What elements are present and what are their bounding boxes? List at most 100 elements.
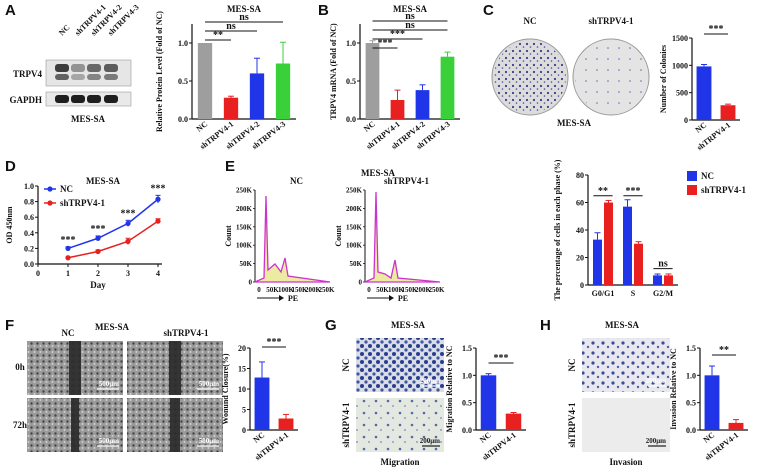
- wound-f-row-72h: 72h: [13, 420, 27, 430]
- wound-f-col-sh: shTRPV4-1: [163, 328, 209, 338]
- blot-a-header: MES-SA: [71, 114, 106, 124]
- chart-e-sig-label: ***: [626, 186, 641, 197]
- chart-d-ytick-label: 0.2: [24, 244, 34, 253]
- blot-a-gapdh-band: [71, 95, 85, 103]
- chart-d-ytick-label: 1.0: [24, 182, 34, 191]
- chart-e-legend-label: shTRPV4-1: [701, 185, 747, 195]
- chart-f-ytick-label: 5: [242, 406, 246, 415]
- chart-d-ytick-label: 0.6: [24, 213, 34, 222]
- wound-f-scale-label: 500μm: [199, 437, 219, 445]
- chart-g-sig-label: ***: [494, 353, 509, 364]
- hist-e-sh-arrow-head: [389, 295, 394, 301]
- panel-letter-h: H: [540, 317, 551, 334]
- chart-a-ytick-label: 0.0: [178, 115, 188, 124]
- chart-e-xtick-label: G2/M: [653, 289, 673, 298]
- chart-b-bar: [365, 43, 380, 119]
- blot-a-trpv4-band: [104, 64, 118, 72]
- chart-e-legend-swatch: [687, 171, 697, 181]
- chart-a-xtick-label: NC: [195, 119, 210, 133]
- panel-letter-g: G: [325, 317, 337, 334]
- hist-e-sh-xlabel: PE: [398, 294, 408, 303]
- chart-b-ytick-label: 0.5: [346, 77, 356, 86]
- chart-h-ylabel: Invasion Relative to NC: [669, 348, 678, 430]
- hist-e-sh-xtick-label: 0: [367, 286, 371, 294]
- blot-a-trpv4-band: [104, 74, 118, 80]
- chart-b-sig-label: ***: [378, 38, 393, 49]
- plate-c-sh-colonies: [575, 41, 647, 113]
- plate-c-nc-colonies: [494, 41, 566, 113]
- panel-letter-b: B: [318, 2, 329, 19]
- chart-b-title: MES-SA: [393, 4, 428, 14]
- migration-g-header: MES-SA: [391, 320, 426, 330]
- chart-a-ytick-label: 0.5: [178, 77, 188, 86]
- chart-e-ytick-label: 80: [576, 171, 584, 180]
- chart-d-ytick-label: 0.0: [24, 260, 34, 269]
- wound-f-gap-sh-0h: [169, 341, 181, 395]
- plate-c-label-nc: NC: [524, 16, 537, 26]
- chart-h-ytick-label: 0.0: [686, 426, 696, 435]
- chart-b-sig-label: ns: [405, 20, 415, 31]
- hist-e-nc-xtick-label: 200K: [305, 286, 322, 294]
- chart-d-ylabel: OD 450nm: [5, 206, 14, 243]
- migration-g-image-sh: [356, 398, 444, 452]
- invasion-h-row-nc: NC: [567, 359, 577, 372]
- chart-e-bar: [604, 202, 613, 285]
- chart-e-ytick-label: 0: [580, 281, 584, 290]
- plate-c-label-sh: shTRPV4-1: [588, 16, 634, 26]
- chart-d-xtick-label: 2: [96, 269, 100, 278]
- chart-c-ytick-label: 1500: [672, 34, 688, 43]
- chart-d-point: [125, 220, 131, 227]
- chart-e-xtick-label: S: [631, 289, 636, 298]
- chart-d-sig-label: ***: [91, 224, 106, 235]
- chart-g-xtick-label: NC: [478, 430, 493, 444]
- panel-letter-d: D: [5, 158, 16, 175]
- chart-h-ytick-label: 0.5: [686, 399, 696, 408]
- hist-e-nc-xlabel: PE: [288, 294, 298, 303]
- chart-b-sig-label: ns: [405, 11, 415, 22]
- chart-d-ytick-label: 0.4: [24, 229, 34, 238]
- hist-e-sh-xtick-label: 100K: [388, 286, 405, 294]
- plate-c-caption: MES-SA: [557, 118, 592, 128]
- chart-g-bar: [505, 413, 522, 430]
- chart-g-ytick-label: 0.0: [462, 426, 472, 435]
- chart-d-sig-label: ***: [121, 208, 136, 219]
- hist-e-sh-ylabel: Count: [334, 225, 343, 247]
- chart-h-ytick-label: 1.0: [686, 371, 696, 380]
- chart-f-bar: [278, 418, 294, 430]
- wound-f-gap-nc-72h: [71, 398, 79, 452]
- hist-e-header: MES-SA: [361, 168, 396, 178]
- blot-a-gapdh-band: [87, 95, 101, 103]
- hist-e-nc-ytick-label: 200K: [236, 205, 253, 213]
- chart-d-xtick-label: 4: [156, 269, 160, 278]
- chart-c-bar: [696, 66, 712, 120]
- chart-c-sig-label: ***: [709, 24, 724, 35]
- chart-c-ytick-label: 0: [684, 116, 688, 125]
- wound-f-scale-label: 500μm: [99, 380, 119, 388]
- hist-e-nc-title: NC: [290, 176, 303, 186]
- hist-e-sh-ytick-label: 100K: [346, 242, 363, 250]
- blot-a-trpv4-band: [55, 64, 69, 72]
- hist-e-sh-ytick-label: 50K: [350, 260, 363, 268]
- chart-d-point: [155, 218, 161, 224]
- blot-a-lane-label: NC: [57, 23, 72, 38]
- chart-d-sig-label: ***: [151, 183, 166, 194]
- chart-b-ylabel: TRPV4 mRNA (Fold of NC): [329, 23, 338, 120]
- chart-d-xtick-label: 3: [126, 269, 130, 278]
- chart-b-ytick-label: 1.0: [346, 39, 356, 48]
- chart-h-bar: [728, 422, 744, 430]
- blot-a-trpv4-membrane: [45, 59, 132, 87]
- blot-a-trpv4-band: [71, 64, 85, 72]
- chart-e-legend-label: NC: [701, 171, 714, 181]
- chart-f-sig-label: ***: [267, 337, 282, 348]
- chart-a-sig-label: ns: [226, 21, 236, 32]
- hist-e-sh-ytick-label: 150K: [346, 223, 363, 231]
- hist-e-nc-ytick-label: 150K: [236, 223, 253, 231]
- chart-a-ylabel: Relative Protein Level (Fold of NC): [155, 11, 164, 132]
- chart-h-ytick-label: 1.5: [686, 344, 696, 353]
- chart-d-sig-label: ***: [61, 235, 76, 246]
- chart-d-point: [95, 248, 101, 255]
- chart-c-bar: [720, 105, 736, 120]
- hist-e-nc-ytick-label: 250K: [236, 187, 253, 195]
- wound-f-scale-label: 500μm: [199, 380, 219, 388]
